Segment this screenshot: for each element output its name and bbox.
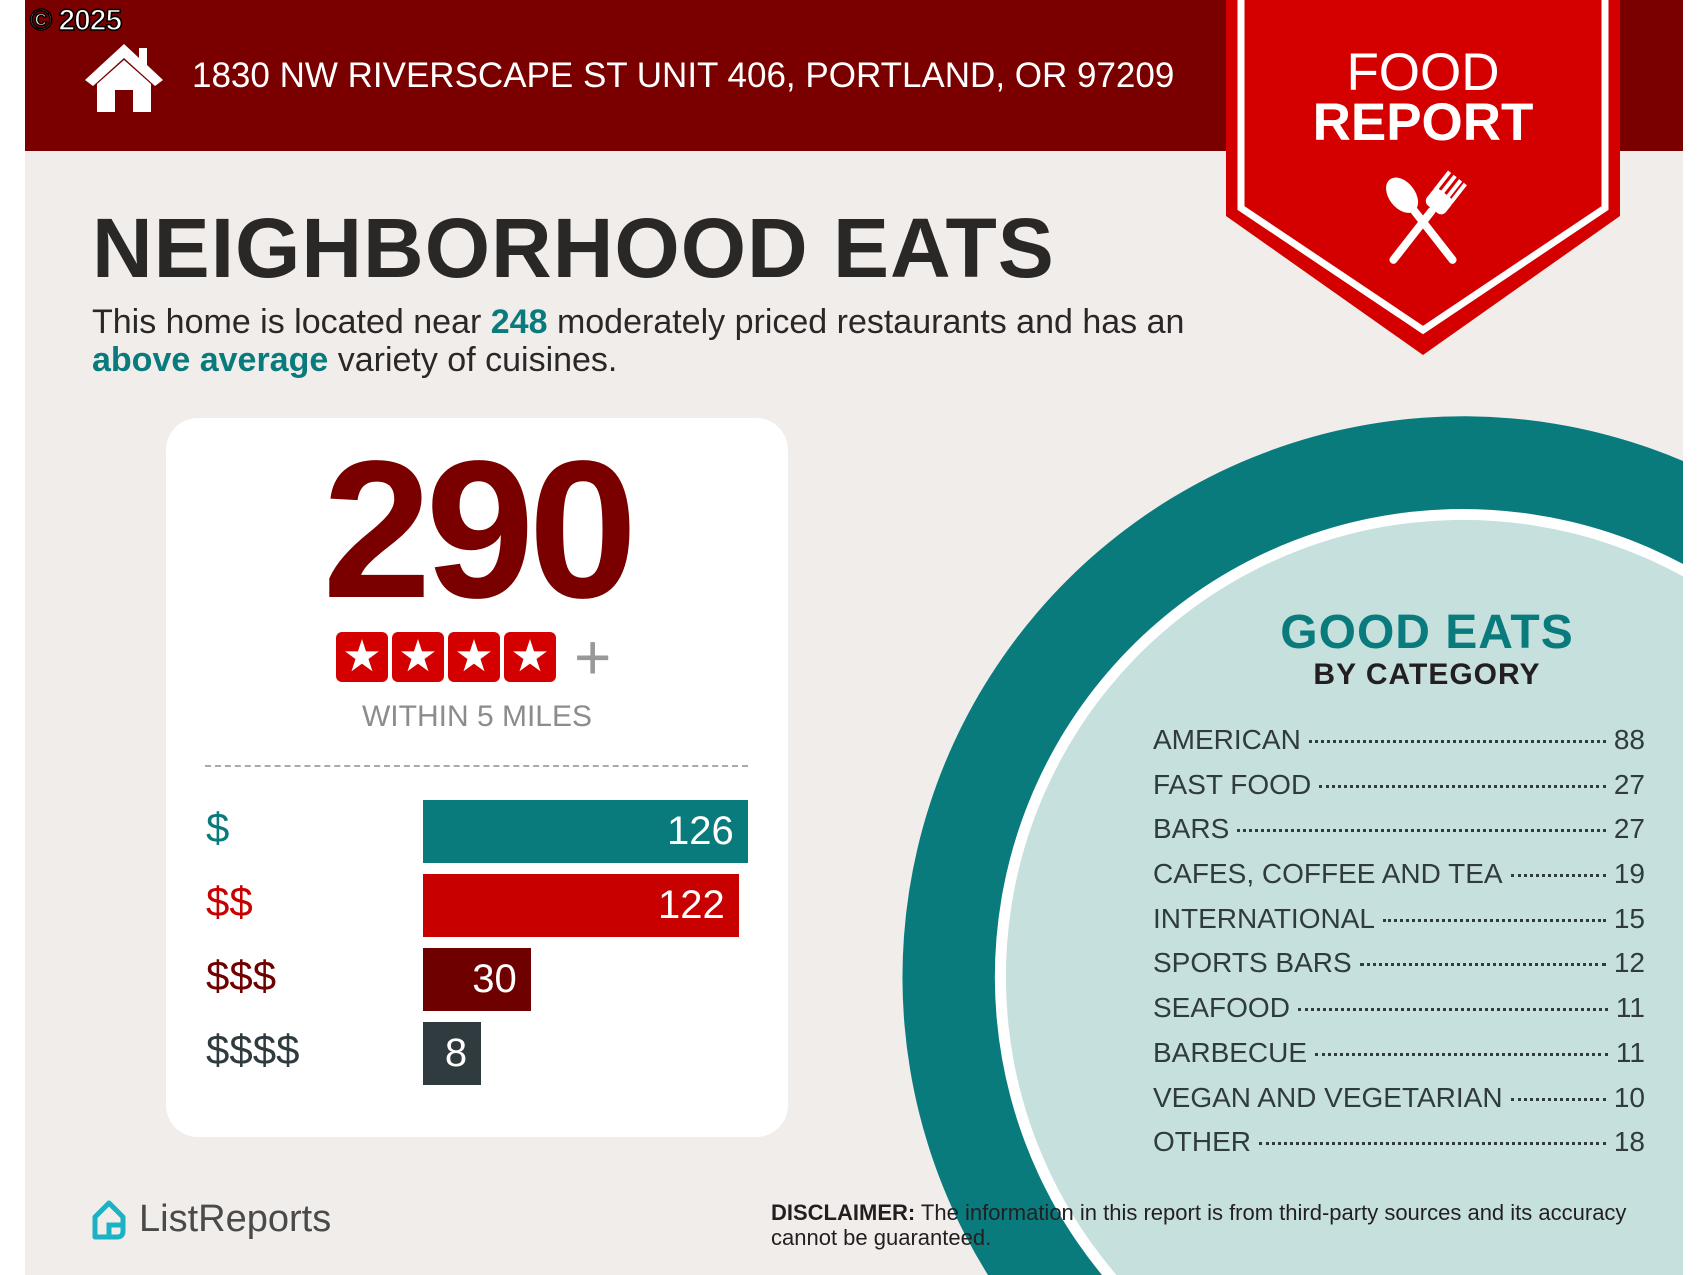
spoon-fork-icon: [1386, 170, 1467, 264]
dot-leader: [1510, 874, 1606, 878]
property-address: 1830 NW RIVERSCAPE ST UNIT 406, PORTLAND…: [192, 56, 1175, 95]
category-row: CAFES, COFFEE AND TEA 19: [1153, 858, 1645, 903]
category-name: AMERICAN: [1153, 724, 1301, 755]
category-row: SEAFOOD 11: [1153, 992, 1645, 1037]
variety-rating: above average: [92, 341, 329, 379]
house-icon: [85, 44, 163, 112]
summary-card: [166, 418, 788, 1137]
price-tier-bar: 8: [423, 1022, 482, 1085]
star-icon: ★: [336, 632, 388, 682]
dot-leader: [1297, 1008, 1608, 1012]
listreports-icon: [92, 1200, 126, 1239]
category-list: AMERICAN 88 FAST FOOD 27 BARS 27 CAFES, COFFEE…: [1153, 724, 1645, 1171]
dot-leader: [1237, 829, 1606, 833]
price-tier-bar: 126: [423, 800, 748, 863]
categories-title: GOOD EATS: [1280, 606, 1574, 659]
dot-leader: [1308, 740, 1606, 743]
category-name: VEGAN AND VEGETARIAN: [1153, 1081, 1503, 1113]
dot-leader: [1315, 1052, 1608, 1056]
plus-icon: +: [574, 621, 612, 693]
price-tier-bar: 122: [423, 874, 739, 937]
badge-title: FOOD REPORT: [1226, 43, 1620, 152]
intro-part: moderately priced restaurants and has an: [547, 303, 1185, 341]
restaurant-count: 248: [490, 303, 548, 341]
category-count: 19: [1613, 858, 1645, 890]
disclaimer-label: DISCLAIMER:: [771, 1200, 916, 1225]
category-count: 88: [1613, 724, 1645, 755]
category-count: 27: [1613, 813, 1645, 845]
category-row: SPORTS BARS 12: [1153, 947, 1645, 992]
dot-leader: [1259, 1142, 1606, 1146]
category-count: 15: [1613, 902, 1645, 934]
category-row: BARS 27: [1153, 813, 1645, 858]
category-name: BARBECUE: [1153, 1036, 1308, 1068]
copyright: © 2025: [29, 3, 123, 38]
star-icon: ★: [448, 632, 500, 682]
dot-leader: [1510, 1097, 1606, 1101]
price-tier-label: $$$: [206, 952, 277, 999]
category-name: FAST FOOD: [1153, 768, 1312, 800]
badge-line-2: REPORT: [1312, 93, 1534, 152]
category-row: FAST FOOD 27: [1153, 769, 1645, 814]
price-tier-label: $$$$: [206, 1026, 300, 1073]
dot-leader: [1382, 918, 1606, 922]
divider: [205, 765, 748, 767]
category-name: BARS: [1153, 813, 1230, 845]
star-icon: ★: [504, 632, 556, 682]
categories-subtitle: BY CATEGORY: [1313, 658, 1541, 691]
category-name: SPORTS BARS: [1153, 947, 1352, 979]
food-report-badge: [1226, 0, 1620, 355]
category-count: 18: [1613, 1126, 1645, 1158]
category-row: INTERNATIONAL 15: [1153, 903, 1645, 948]
category-row: VEGAN AND VEGETARIAN 10: [1153, 1082, 1645, 1127]
price-tier-bar: 30: [423, 948, 531, 1011]
category-name: CAFES, COFFEE AND TEA: [1153, 858, 1503, 890]
listreports-logo: ListReports: [89, 1198, 331, 1241]
disclaimer: DISCLAIMER: The information in this repo…: [771, 1200, 1671, 1250]
radius-label: WITHIN 5 MILES: [361, 700, 593, 733]
category-count: 12: [1613, 947, 1645, 979]
category-name: INTERNATIONAL: [1153, 902, 1375, 934]
intro-part: This home is located near: [92, 303, 491, 341]
disclaimer-text: The information in this report is from t…: [771, 1200, 1627, 1250]
total-restaurants: 290: [322, 420, 637, 639]
category-row: AMERICAN 88: [1153, 724, 1645, 769]
star-rating: ★ ★ ★ ★ +: [336, 621, 612, 693]
category-name: OTHER: [1153, 1126, 1251, 1158]
category-count: 11: [1615, 992, 1645, 1024]
food-report-page: © 2025 1830 NW RIVERSCAPE ST UNIT 406, P…: [25, 0, 1683, 1275]
page-title: NEIGHBORHOOD EATS: [92, 201, 1055, 295]
category-name: SEAFOOD: [1153, 992, 1290, 1024]
category-row: OTHER 18: [1153, 1126, 1645, 1171]
category-count: 27: [1613, 768, 1645, 800]
price-tier-label: $: [206, 804, 230, 851]
category-count: 10: [1613, 1081, 1645, 1113]
inner-circle: [1005, 519, 1683, 1275]
dot-leader: [1359, 963, 1606, 967]
category-count: 11: [1615, 1036, 1645, 1068]
badge-line-1: FOOD: [1346, 43, 1500, 102]
logo-text: ListReports: [139, 1198, 332, 1240]
dot-leader: [1319, 784, 1606, 788]
category-row: BARBECUE 11: [1153, 1037, 1645, 1082]
intro-text: This home is located near 248 moderately…: [92, 303, 1242, 379]
category-circle: [902, 416, 1683, 1275]
price-tier-label: $$: [206, 878, 253, 925]
star-icon: ★: [392, 632, 444, 682]
intro-part: variety of cuisines.: [328, 341, 618, 379]
